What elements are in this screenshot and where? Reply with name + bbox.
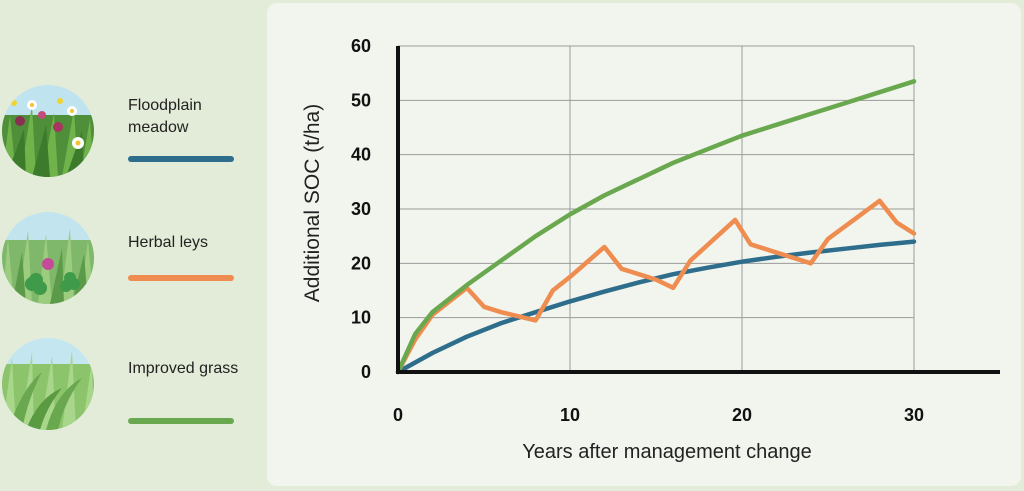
y-axis-label: Additional SOC (t/ha) bbox=[301, 104, 324, 302]
x-tick-label: 0 bbox=[393, 405, 403, 425]
legend-item-herbal-leys: Herbal leys bbox=[0, 212, 265, 322]
x-axis-label: Years after management change bbox=[522, 441, 811, 463]
y-tick-label: 50 bbox=[351, 90, 371, 110]
x-tick-label: 20 bbox=[732, 405, 752, 425]
y-tick-label: 30 bbox=[351, 199, 371, 219]
x-tick-label: 10 bbox=[560, 405, 580, 425]
chart-panel: 0 10 20 30 0 10 20 30 40 50 60 Years after managem… bbox=[267, 3, 1021, 486]
series-line-1 bbox=[395, 239, 917, 375]
legend-panel: Floodplain meadow Herbal leys bbox=[0, 0, 265, 487]
series-line-3 bbox=[395, 79, 917, 375]
legend-swatch-floodplain-meadow bbox=[128, 156, 234, 162]
y-tick-label: 20 bbox=[351, 253, 371, 273]
chart-axes bbox=[396, 46, 1000, 374]
series-line-2 bbox=[395, 198, 917, 375]
chart-grid bbox=[398, 45, 915, 372]
legend-label-improved-grass: Improved grass bbox=[128, 360, 239, 377]
herbal-leys-icon bbox=[2, 212, 94, 304]
legend-label-floodplain-meadow: Floodplain meadow bbox=[128, 97, 202, 136]
y-tick-label: 60 bbox=[351, 36, 371, 56]
legend-item-floodplain-meadow: Floodplain meadow bbox=[0, 85, 265, 195]
y-tick-label: 0 bbox=[361, 362, 371, 382]
legend-item-improved-grass: Improved grass bbox=[0, 338, 265, 448]
y-tick-label: 40 bbox=[351, 145, 371, 165]
improved-grass-icon bbox=[2, 338, 94, 430]
legend-swatch-herbal-leys bbox=[128, 275, 234, 281]
chart-tick-labels: 0 10 20 30 0 10 20 30 40 50 60 bbox=[351, 36, 924, 425]
soc-line-chart: 0 10 20 30 0 10 20 30 40 50 60 Years after managem… bbox=[301, 36, 1000, 463]
y-tick-label: 10 bbox=[351, 308, 371, 328]
floodplain-meadow-icon bbox=[2, 85, 94, 177]
legend-label-herbal-leys: Herbal leys bbox=[128, 234, 209, 251]
x-tick-label: 30 bbox=[904, 405, 924, 425]
legend-swatch-improved-grass bbox=[128, 418, 234, 424]
chart-series bbox=[395, 79, 917, 375]
